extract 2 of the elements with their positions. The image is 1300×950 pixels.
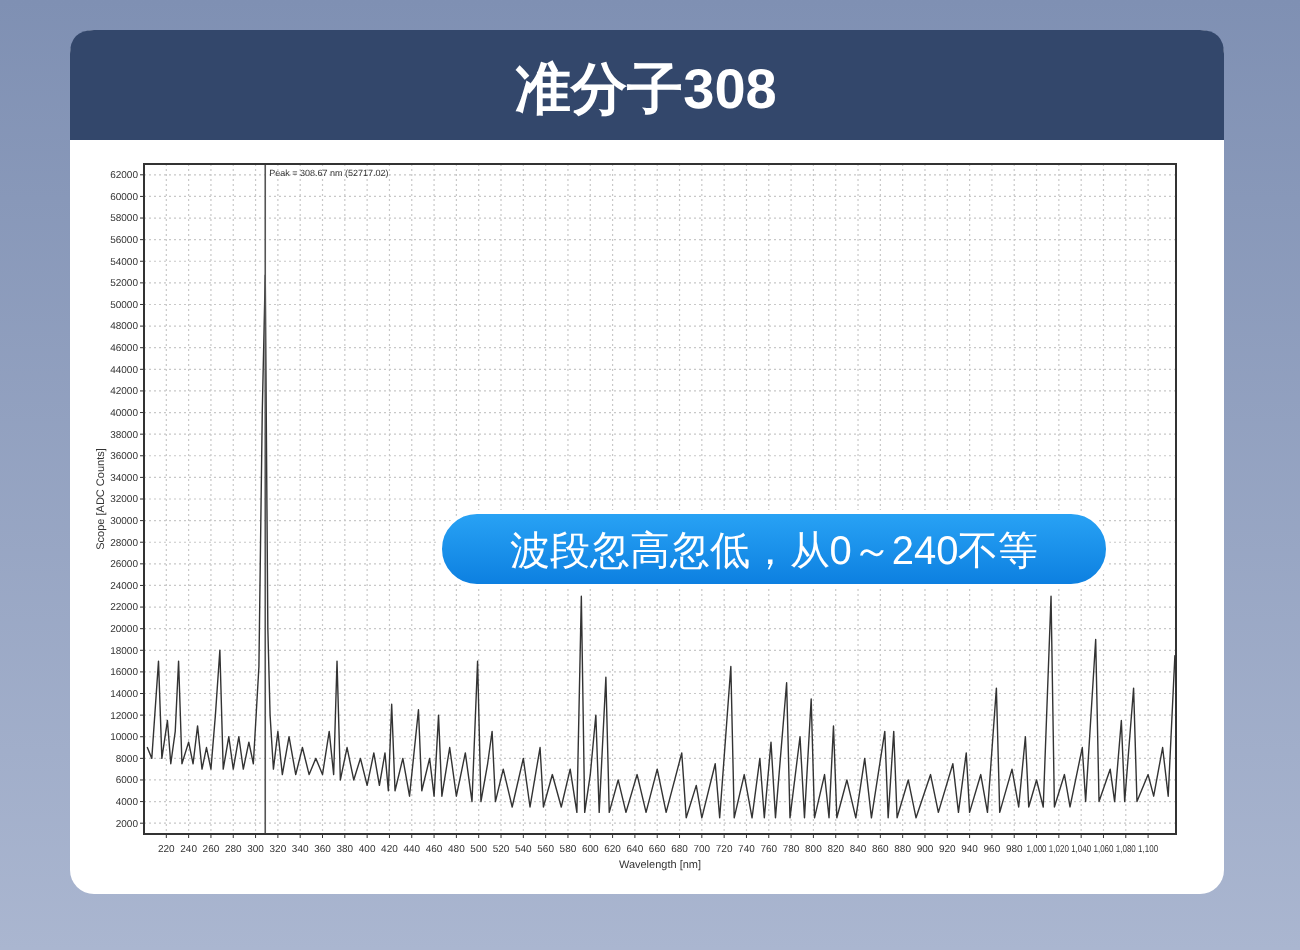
chart-title: 准分子308 [515,58,777,120]
annotation: 波段忽高忽低，从0～240不等 [509,528,1039,574]
